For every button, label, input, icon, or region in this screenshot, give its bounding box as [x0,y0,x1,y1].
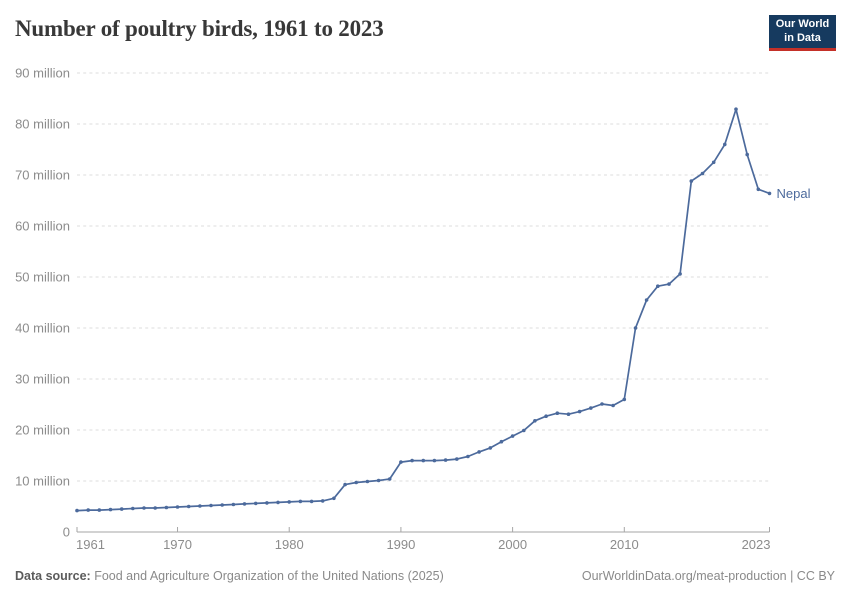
y-tick-label-10: 10 million [15,474,70,489]
data-point-2016[interactable] [689,179,694,183]
data-point-2021[interactable] [745,152,749,157]
data-point-2015[interactable] [678,272,682,276]
x-tick-label-2023: 2023 [742,537,771,552]
data-point-1982[interactable] [309,499,314,504]
data-point-1977[interactable] [253,501,258,506]
data-point-1964[interactable] [108,507,113,512]
data-point-2012[interactable] [644,298,649,302]
data-point-1971[interactable] [186,504,191,509]
data-point-2006[interactable] [577,409,582,414]
data-point-2010[interactable] [622,397,627,402]
logo-line2: in Data [784,31,821,44]
y-tick-label-30: 30 million [15,372,70,387]
data-point-2019[interactable] [723,142,727,147]
y-tick-label-40: 40 million [15,321,70,336]
data-point-1969[interactable] [164,505,169,510]
data-point-1976[interactable] [242,502,247,506]
y-gridlines [77,72,770,482]
data-point-2018[interactable] [711,160,716,165]
y-tick-label-90: 90 million [15,66,70,81]
data-point-1961[interactable] [75,508,79,513]
data-point-2022[interactable] [756,187,761,192]
entity-label-nepal[interactable]: Nepal [777,186,811,201]
data-point-2008[interactable] [600,402,604,406]
x-tick-label-1970: 1970 [163,537,192,552]
data-point-1983[interactable] [320,499,325,503]
data-point-1999[interactable] [499,439,504,444]
logo-line1: Our World [775,18,830,31]
data-point-1967[interactable] [142,506,146,510]
footer-citation-link[interactable]: OurWorldinData.org/meat-production | CC … [581,569,835,583]
chart-title: Number of poultry birds, 1961 to 2023 [15,16,384,41]
data-point-1963[interactable] [97,508,102,512]
y-tick-label-0: 0 [63,525,70,540]
data-point-2005[interactable] [566,412,571,417]
data-point-1984[interactable] [332,496,336,501]
data-point-2002[interactable] [533,419,537,423]
data-point-2011[interactable] [633,326,638,330]
y-tick-label-20: 20 million [15,423,70,438]
y-axis-labels: 0 10 million 20 million 30 million 40 millio… [15,66,70,540]
data-point-1974[interactable] [220,503,224,507]
series-line-nepal[interactable] [76,108,771,512]
data-source-label: Data source: [15,569,91,583]
data-point-1973[interactable] [209,503,213,508]
data-point-1979[interactable] [276,500,280,505]
data-point-1980[interactable] [287,500,292,504]
data-point-1989[interactable] [387,477,392,481]
data-point-1996[interactable] [466,454,470,459]
data-point-2020[interactable] [734,107,738,111]
data-point-2013[interactable] [656,284,660,289]
y-tick-label-50: 50 million [15,270,70,285]
x-tick-label-2000: 2000 [498,537,527,552]
data-source-text: Food and Agriculture Organization of the… [94,569,444,583]
data-point-1965[interactable] [119,507,124,511]
data-point-1992[interactable] [421,458,426,463]
owid-logo[interactable]: Our World in Data [769,15,836,51]
data-point-1968[interactable] [153,506,157,510]
data-point-2017[interactable] [700,171,705,176]
data-point-1970[interactable] [175,505,180,509]
data-point-1981[interactable] [298,499,303,504]
x-tick-label-1961: 1961 [76,537,105,552]
data-point-1993[interactable] [432,458,437,463]
data-point-1978[interactable] [265,501,269,505]
series-markers[interactable] [75,107,772,513]
x-tick-label-1990: 1990 [386,537,415,552]
data-point-2007[interactable] [589,406,593,410]
x-tick-label-2010: 2010 [610,537,639,552]
data-point-1990[interactable] [399,460,403,464]
x-axis: 1961 1970 1980 1990 2000 2010 2023 [76,527,771,552]
chart-footer: Data source: Food and Agriculture Organi… [15,569,835,583]
data-point-1987[interactable] [365,479,370,484]
data-point-1985[interactable] [343,482,347,487]
data-point-1972[interactable] [198,504,202,508]
data-point-2003[interactable] [544,414,548,419]
data-point-1998[interactable] [488,446,493,450]
data-point-2001[interactable] [522,428,526,433]
data-point-1997[interactable] [477,450,481,454]
data-source: Data source: Food and Agriculture Organi… [15,569,444,583]
data-point-1975[interactable] [231,502,236,507]
data-point-1994[interactable] [443,458,448,462]
logo-red-underline [769,48,836,51]
data-point-2004[interactable] [555,411,560,416]
x-tick-label-1980: 1980 [275,537,304,552]
data-point-1962[interactable] [86,508,90,512]
data-point-2023[interactable] [767,191,772,196]
owid-logo-box: Our World in Data [769,15,836,48]
y-tick-label-60: 60 million [15,219,70,234]
data-point-2014[interactable] [667,282,671,286]
data-point-1966[interactable] [131,506,135,511]
data-point-1995[interactable] [455,457,459,461]
y-tick-label-80: 80 million [15,117,70,132]
y-tick-label-70: 70 million [15,168,70,183]
data-point-1988[interactable] [376,478,381,483]
data-point-2009[interactable] [611,403,615,408]
data-point-1991[interactable] [410,458,414,463]
data-point-1986[interactable] [354,480,359,485]
data-point-2000[interactable] [510,434,515,438]
